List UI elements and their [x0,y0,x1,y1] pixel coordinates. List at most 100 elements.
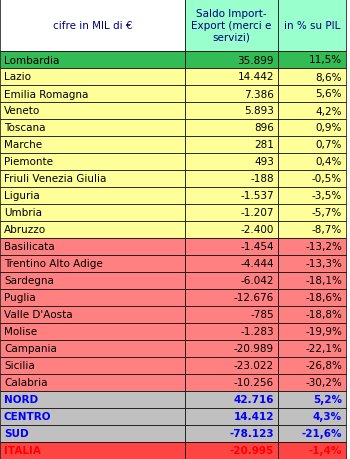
Bar [185,103,278,120]
Text: -22,1%: -22,1% [305,344,342,354]
Text: Puglia: Puglia [4,293,36,303]
Text: 493: 493 [254,157,274,167]
Bar [0,357,185,374]
Text: ITALIA: ITALIA [4,446,41,455]
Text: -78.123: -78.123 [229,429,274,438]
Bar [0,289,185,306]
Text: Liguria: Liguria [4,191,40,201]
Bar [185,120,278,137]
Text: 8,6%: 8,6% [315,73,342,82]
Bar [185,154,278,171]
Bar [278,357,346,374]
Bar [278,289,346,306]
Text: Friuli Venezia Giulia: Friuli Venezia Giulia [4,174,106,184]
Text: Sardegna: Sardegna [4,276,54,286]
Bar [0,272,185,289]
Text: NORD: NORD [4,395,38,405]
Bar [185,205,278,222]
Text: -21,6%: -21,6% [301,429,342,438]
Text: -20.989: -20.989 [234,344,274,354]
Text: 4,3%: 4,3% [313,412,342,421]
Text: -19,9%: -19,9% [305,327,342,337]
Bar [0,408,185,425]
Bar [0,69,185,86]
Text: -10.256: -10.256 [234,378,274,388]
Bar [278,52,346,69]
Text: -13,2%: -13,2% [305,242,342,252]
Text: 5,2%: 5,2% [313,395,342,405]
Bar [185,188,278,205]
Bar [0,239,185,256]
Text: 281: 281 [254,140,274,150]
Bar [0,306,185,323]
Text: -1.283: -1.283 [240,327,274,337]
Text: 4,2%: 4,2% [315,106,342,116]
Text: Umbria: Umbria [4,208,42,218]
Bar [0,205,185,222]
Bar [278,171,346,188]
Text: -30,2%: -30,2% [305,378,342,388]
Text: Lazio: Lazio [4,73,31,82]
Bar [0,52,185,69]
Bar [278,120,346,137]
Bar [0,391,185,408]
Bar [0,188,185,205]
Bar [0,137,185,154]
Text: Toscana: Toscana [4,123,46,133]
Bar [185,86,278,103]
Bar [278,137,346,154]
Text: -18,8%: -18,8% [305,310,342,320]
Text: -5,7%: -5,7% [312,208,342,218]
Text: -6.042: -6.042 [240,276,274,286]
Text: -1.454: -1.454 [240,242,274,252]
Bar [278,188,346,205]
Bar [0,120,185,137]
Bar [185,323,278,340]
Bar [185,340,278,357]
Text: -12.676: -12.676 [234,293,274,303]
Bar [278,154,346,171]
Text: -4.444: -4.444 [240,259,274,269]
Text: 5.893: 5.893 [244,106,274,116]
Bar [185,289,278,306]
Text: -23.022: -23.022 [234,361,274,371]
Text: -0,5%: -0,5% [312,174,342,184]
Text: -1.207: -1.207 [240,208,274,218]
Bar [278,256,346,272]
Bar [185,69,278,86]
Bar [278,391,346,408]
Text: -18,1%: -18,1% [305,276,342,286]
Text: -18,6%: -18,6% [305,293,342,303]
Text: 14.412: 14.412 [233,412,274,421]
Text: -20.995: -20.995 [230,446,274,455]
Text: Trentino Alto Adige: Trentino Alto Adige [4,259,103,269]
Text: in % su PIL: in % su PIL [284,21,340,31]
Bar [185,272,278,289]
Bar [185,391,278,408]
Bar [278,86,346,103]
Text: Marche: Marche [4,140,42,150]
Text: -13,3%: -13,3% [305,259,342,269]
Bar [185,222,278,239]
Text: 42.716: 42.716 [233,395,274,405]
Text: Campania: Campania [4,344,57,354]
Bar [0,103,185,120]
Bar [185,425,278,442]
Bar [0,340,185,357]
Text: Molise: Molise [4,327,37,337]
Bar [185,374,278,391]
Bar [185,171,278,188]
Bar [185,357,278,374]
Bar [0,374,185,391]
Bar [278,323,346,340]
Text: 14.442: 14.442 [238,73,274,82]
Text: CENTRO: CENTRO [4,412,51,421]
Bar [0,425,185,442]
Bar [185,256,278,272]
Text: 35.899: 35.899 [238,56,274,65]
Text: Basilicata: Basilicata [4,242,55,252]
Text: -2.400: -2.400 [241,225,274,235]
Text: Calabria: Calabria [4,378,48,388]
Bar [0,86,185,103]
Bar [185,52,278,69]
